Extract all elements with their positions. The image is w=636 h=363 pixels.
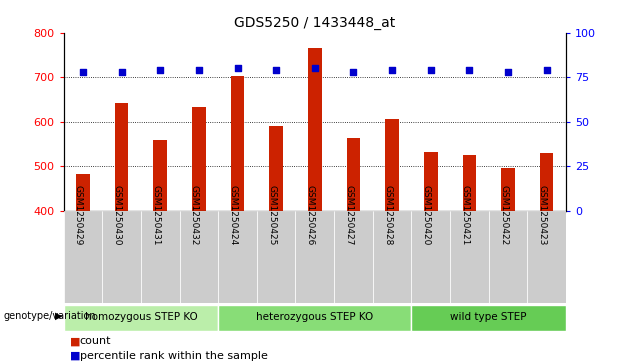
Bar	[296, 211, 334, 303]
Text: ■: ■	[70, 351, 81, 361]
Bar	[501, 168, 515, 211]
Point	[542, 67, 552, 73]
Bar	[76, 174, 90, 211]
Text: wild type STEP: wild type STEP	[450, 312, 527, 322]
Bar	[192, 107, 205, 211]
Bar	[334, 211, 373, 303]
Text: GSM1250430: GSM1250430	[113, 185, 121, 245]
Bar	[373, 211, 411, 303]
Text: GSM1250429: GSM1250429	[74, 185, 83, 245]
Point	[387, 67, 398, 73]
Bar	[450, 211, 488, 303]
Bar	[218, 211, 257, 303]
Bar	[488, 211, 527, 303]
Point	[464, 67, 474, 73]
Bar	[462, 155, 476, 211]
Text: GSM1250427: GSM1250427	[345, 185, 354, 245]
Title: GDS5250 / 1433448_at: GDS5250 / 1433448_at	[234, 16, 396, 30]
Text: genotype/variation: genotype/variation	[3, 311, 96, 321]
Text: count: count	[80, 336, 111, 346]
Text: GSM1250421: GSM1250421	[460, 185, 469, 245]
Text: GSM1250428: GSM1250428	[383, 185, 392, 245]
Text: GSM1250420: GSM1250420	[422, 185, 431, 245]
Point	[310, 65, 320, 71]
Point	[271, 67, 281, 73]
Point	[116, 69, 127, 75]
Bar	[257, 211, 296, 303]
Text: percentile rank within the sample: percentile rank within the sample	[80, 351, 267, 361]
Bar	[218, 305, 411, 331]
Bar	[153, 140, 167, 211]
Bar	[115, 103, 128, 211]
Bar	[270, 126, 283, 211]
Bar	[411, 211, 450, 303]
Bar	[308, 48, 322, 211]
Text: GSM1250422: GSM1250422	[499, 185, 508, 245]
Text: GSM1250425: GSM1250425	[267, 185, 276, 245]
Text: GSM1250423: GSM1250423	[537, 185, 547, 245]
Bar	[141, 211, 179, 303]
Text: ▶: ▶	[55, 311, 63, 321]
Point	[155, 67, 165, 73]
Point	[78, 69, 88, 75]
Text: GSM1250426: GSM1250426	[306, 185, 315, 245]
Point	[194, 67, 204, 73]
Bar	[424, 152, 438, 211]
Text: ■: ■	[70, 336, 81, 346]
Text: GSM1250432: GSM1250432	[190, 185, 199, 245]
Text: heterozygous STEP KO: heterozygous STEP KO	[256, 312, 373, 322]
Bar	[102, 211, 141, 303]
Bar	[385, 119, 399, 211]
Bar	[527, 211, 566, 303]
Bar	[411, 305, 566, 331]
Text: GSM1250431: GSM1250431	[151, 185, 160, 245]
Point	[232, 65, 242, 71]
Bar	[347, 138, 360, 211]
Bar	[64, 305, 218, 331]
Bar	[179, 211, 218, 303]
Text: homozygous STEP KO: homozygous STEP KO	[85, 312, 197, 322]
Point	[503, 69, 513, 75]
Point	[425, 67, 436, 73]
Bar	[231, 76, 244, 211]
Text: GSM1250424: GSM1250424	[228, 185, 237, 245]
Bar	[540, 153, 553, 211]
Point	[349, 69, 359, 75]
Bar	[64, 211, 102, 303]
